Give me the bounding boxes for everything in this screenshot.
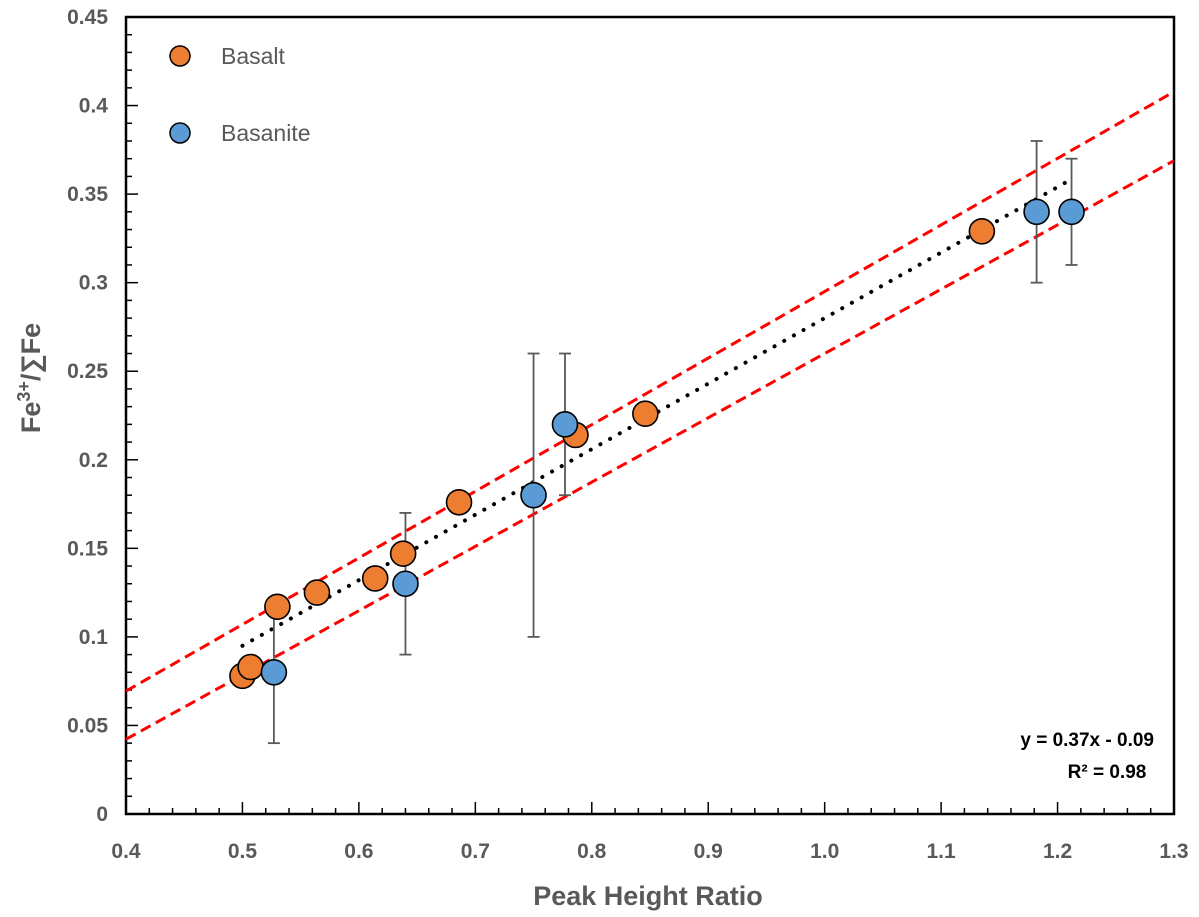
x-axis-title: Peak Height Ratio (533, 881, 763, 911)
y-tick-label: 0.4 (79, 95, 109, 118)
legend: Basalt Basanite (169, 43, 311, 146)
data-point-basalt (389, 540, 417, 567)
axis-ticks (125, 16, 1175, 815)
data-points (229, 198, 1085, 690)
plot-area (124, 15, 1176, 816)
data-point-basalt (968, 218, 996, 245)
data-point-basalt (361, 565, 389, 592)
data-point-basalt (632, 400, 659, 428)
y-tick-label: 0.2 (79, 449, 108, 472)
y-axis-title-superscript: 3+ (14, 381, 34, 402)
data-point-basanite (551, 411, 579, 438)
data-point-basalt (264, 593, 291, 621)
y-tick-label: 0.3 (79, 272, 108, 295)
plot-frame (124, 15, 1176, 816)
data-point-basalt (237, 653, 264, 681)
y-tick-label: 0.45 (67, 6, 108, 29)
y-tick-label: 0.1 (79, 626, 109, 649)
data-point-basalt (303, 579, 331, 606)
y-tick-label: 0.35 (67, 183, 108, 206)
tick-labels: 0.4 0.5 0.6 0.7 0.8 0.9 1.0 1.1 1.2 1.3 0 0.05 0.1 0.… (67, 6, 1188, 863)
data-point-basanite (1058, 198, 1085, 226)
x-tick-label: 0.8 (577, 840, 607, 863)
x-tick-label: 1.2 (1043, 840, 1072, 863)
y-tick-label: 0.15 (67, 537, 108, 560)
data-point-basalt (445, 488, 473, 516)
bound-line-lower (126, 159, 1174, 741)
prediction-bounds (126, 90, 1174, 741)
y-tick-label: 0.25 (67, 360, 108, 383)
y-axis-title-rest: /∑Fe (16, 323, 46, 381)
data-point-basanite (392, 570, 419, 598)
legend-label-basanite: Basanite (221, 120, 311, 146)
bound-line-upper (126, 90, 1174, 693)
legend-label-basalt: Basalt (221, 43, 286, 69)
x-tick-label: 0.4 (111, 840, 141, 863)
x-tick-label: 0.7 (461, 840, 490, 863)
y-axis-title: Fe3+/∑Fe (14, 323, 46, 433)
error-bars (267, 140, 1078, 745)
data-point-basanite (1023, 198, 1050, 226)
y-axis-title-main: Fe (16, 402, 46, 434)
x-tick-label: 1.0 (810, 840, 839, 863)
legend-marker-basanite (169, 122, 191, 144)
equation-annotation: y = 0.37x - 0.09 (1020, 730, 1154, 751)
x-tick-label: 1.1 (927, 840, 957, 863)
y-tick-label: 0.05 (67, 714, 108, 737)
x-tick-label: 0.6 (344, 840, 373, 863)
data-point-basanite (520, 481, 547, 509)
legend-marker-basalt (169, 45, 191, 67)
data-point-basanite (260, 659, 288, 686)
y-tick-label: 0 (96, 803, 108, 826)
x-tick-label: 0.9 (694, 840, 723, 863)
x-tick-label: 0.5 (228, 840, 258, 863)
x-tick-label: 1.3 (1159, 840, 1188, 863)
r-squared-annotation: R² = 0.98 (1068, 762, 1147, 783)
